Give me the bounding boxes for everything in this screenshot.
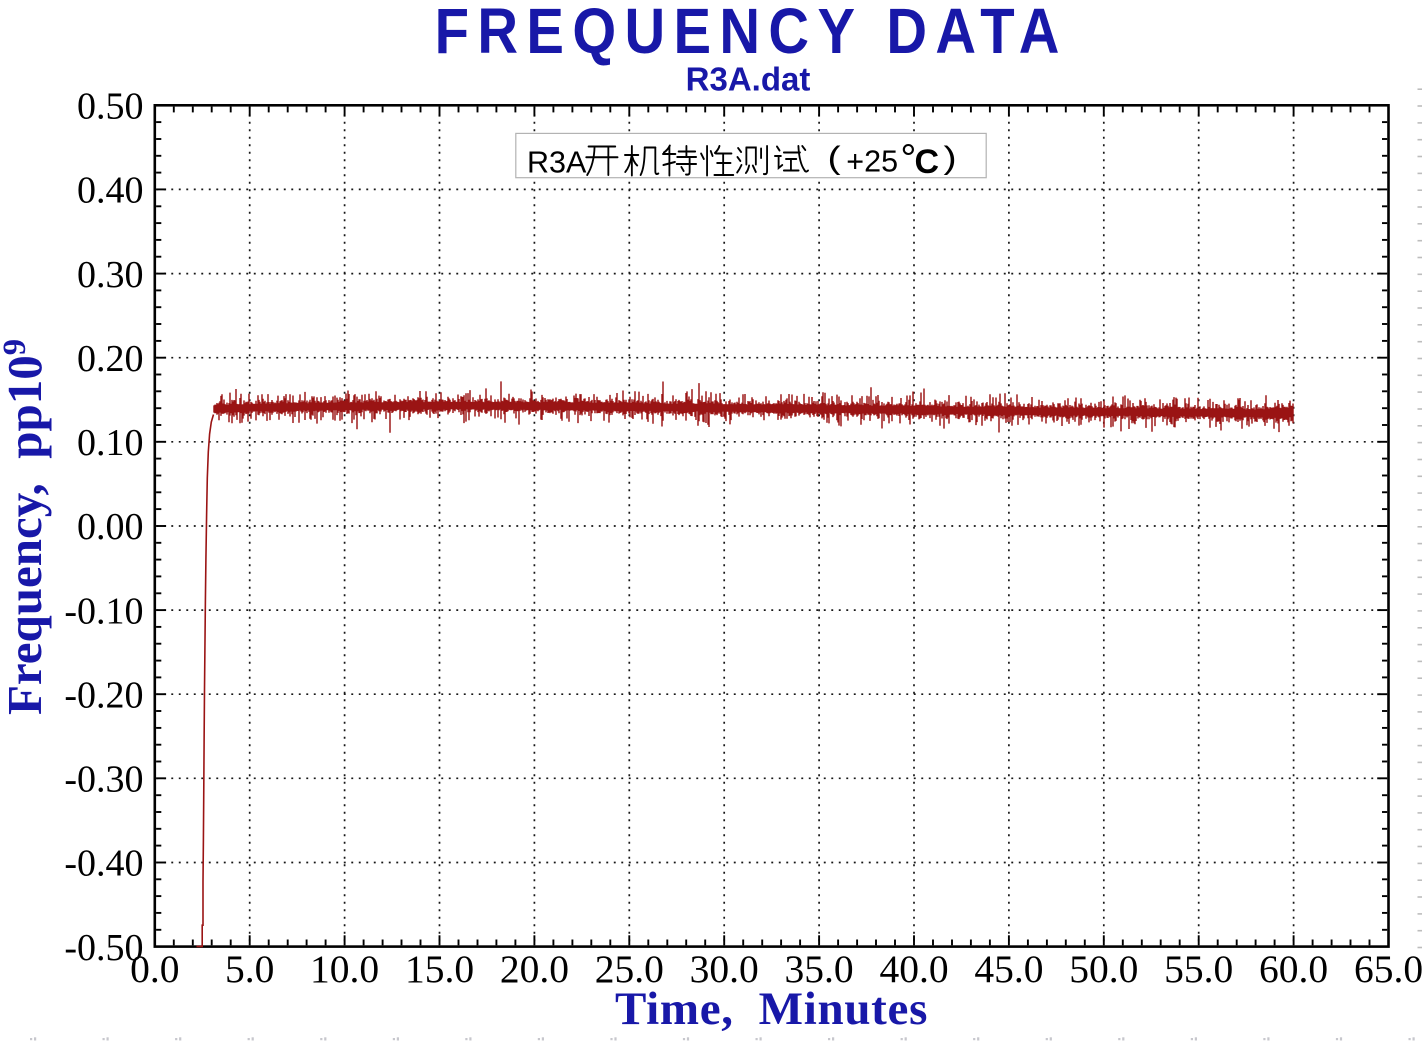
svg-text:FREQUENCY DATA: FREQUENCY DATA xyxy=(435,0,1060,67)
svg-text:40.0: 40.0 xyxy=(879,947,948,991)
svg-text:Frequency, pp109: Frequency, pp109 xyxy=(0,339,52,715)
svg-text:-0.20: -0.20 xyxy=(64,674,143,716)
svg-text:0.20: 0.20 xyxy=(77,338,144,380)
svg-text:50.0: 50.0 xyxy=(1069,947,1138,991)
svg-text:): ) xyxy=(944,140,957,175)
svg-text:35.0: 35.0 xyxy=(785,947,854,991)
svg-text:60.0: 60.0 xyxy=(1259,947,1328,991)
svg-text:10.0: 10.0 xyxy=(310,947,379,991)
svg-text:0.00: 0.00 xyxy=(77,506,144,548)
svg-text:15.0: 15.0 xyxy=(405,947,474,991)
svg-text:-0.30: -0.30 xyxy=(64,759,143,801)
svg-text:0.40: 0.40 xyxy=(77,170,144,212)
svg-text:65.0: 65.0 xyxy=(1354,947,1422,991)
svg-text:45.0: 45.0 xyxy=(974,947,1043,991)
svg-text:-0.10: -0.10 xyxy=(64,590,143,632)
svg-text:R3A.dat: R3A.dat xyxy=(686,60,811,97)
svg-text:C: C xyxy=(915,143,940,181)
svg-text:(: ( xyxy=(828,140,841,175)
svg-text:30.0: 30.0 xyxy=(690,947,759,991)
svg-text:-0.50: -0.50 xyxy=(64,927,143,969)
svg-text:0.0: 0.0 xyxy=(130,947,179,991)
svg-text:5.0: 5.0 xyxy=(225,947,274,991)
svg-text:25.0: 25.0 xyxy=(595,947,664,991)
svg-text:55.0: 55.0 xyxy=(1164,947,1233,991)
svg-text:20.0: 20.0 xyxy=(500,947,569,991)
svg-text:-0.40: -0.40 xyxy=(64,843,143,885)
svg-text:°: ° xyxy=(900,137,916,181)
svg-text:Time, Minutes: Time, Minutes xyxy=(615,983,928,1035)
svg-text:0.30: 0.30 xyxy=(77,254,144,296)
svg-text:0.50: 0.50 xyxy=(77,86,144,128)
svg-text:+25: +25 xyxy=(846,145,898,179)
svg-text:0.10: 0.10 xyxy=(77,422,144,464)
svg-text:R3A: R3A xyxy=(527,145,587,179)
